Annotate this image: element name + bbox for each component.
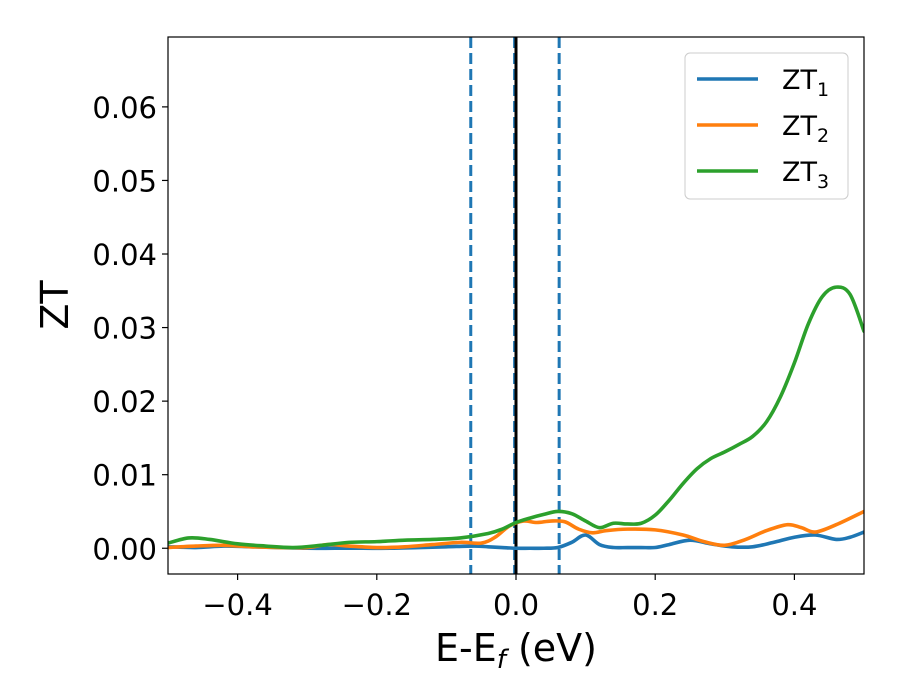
series-line-zt3: [168, 285, 864, 550]
series-group: [168, 285, 864, 551]
y-tick-label: 0.01: [92, 459, 157, 493]
y-axis-title: ZT: [33, 280, 77, 330]
reference-lines: [469, 37, 561, 574]
y-tick-label: 0.04: [92, 238, 157, 272]
legend: ZT1 ZT2 ZT3: [684, 52, 849, 200]
y-tick-label: 0.05: [92, 164, 157, 198]
x-tick-label: 0.0: [493, 588, 539, 622]
x-tick-label: 0.2: [632, 588, 678, 622]
x-axis-title-unit: (eV): [506, 626, 597, 670]
y-tick-label: 0.02: [92, 385, 157, 419]
y-tick-label: 0.03: [92, 312, 157, 346]
legend-box: [684, 52, 849, 200]
x-tick-label: −0.2: [342, 588, 412, 622]
x-axis: −0.4 −0.2 0.0 0.2 0.4: [202, 574, 817, 622]
y-axis: 0.00 0.01 0.02 0.03 0.04 0.05 0.06: [92, 91, 168, 566]
legend-label: ZT3: [782, 157, 829, 193]
legend-label: ZT2: [782, 111, 829, 147]
y-tick-label: 0.06: [92, 91, 157, 125]
x-tick-label: −0.4: [202, 588, 272, 622]
series-line-zt1: [168, 530, 864, 551]
x-axis-title: E-Ef (eV): [435, 626, 597, 675]
x-tick-label: 0.4: [771, 588, 817, 622]
legend-label: ZT1: [782, 65, 829, 101]
y-tick-label: 0.00: [92, 532, 157, 566]
